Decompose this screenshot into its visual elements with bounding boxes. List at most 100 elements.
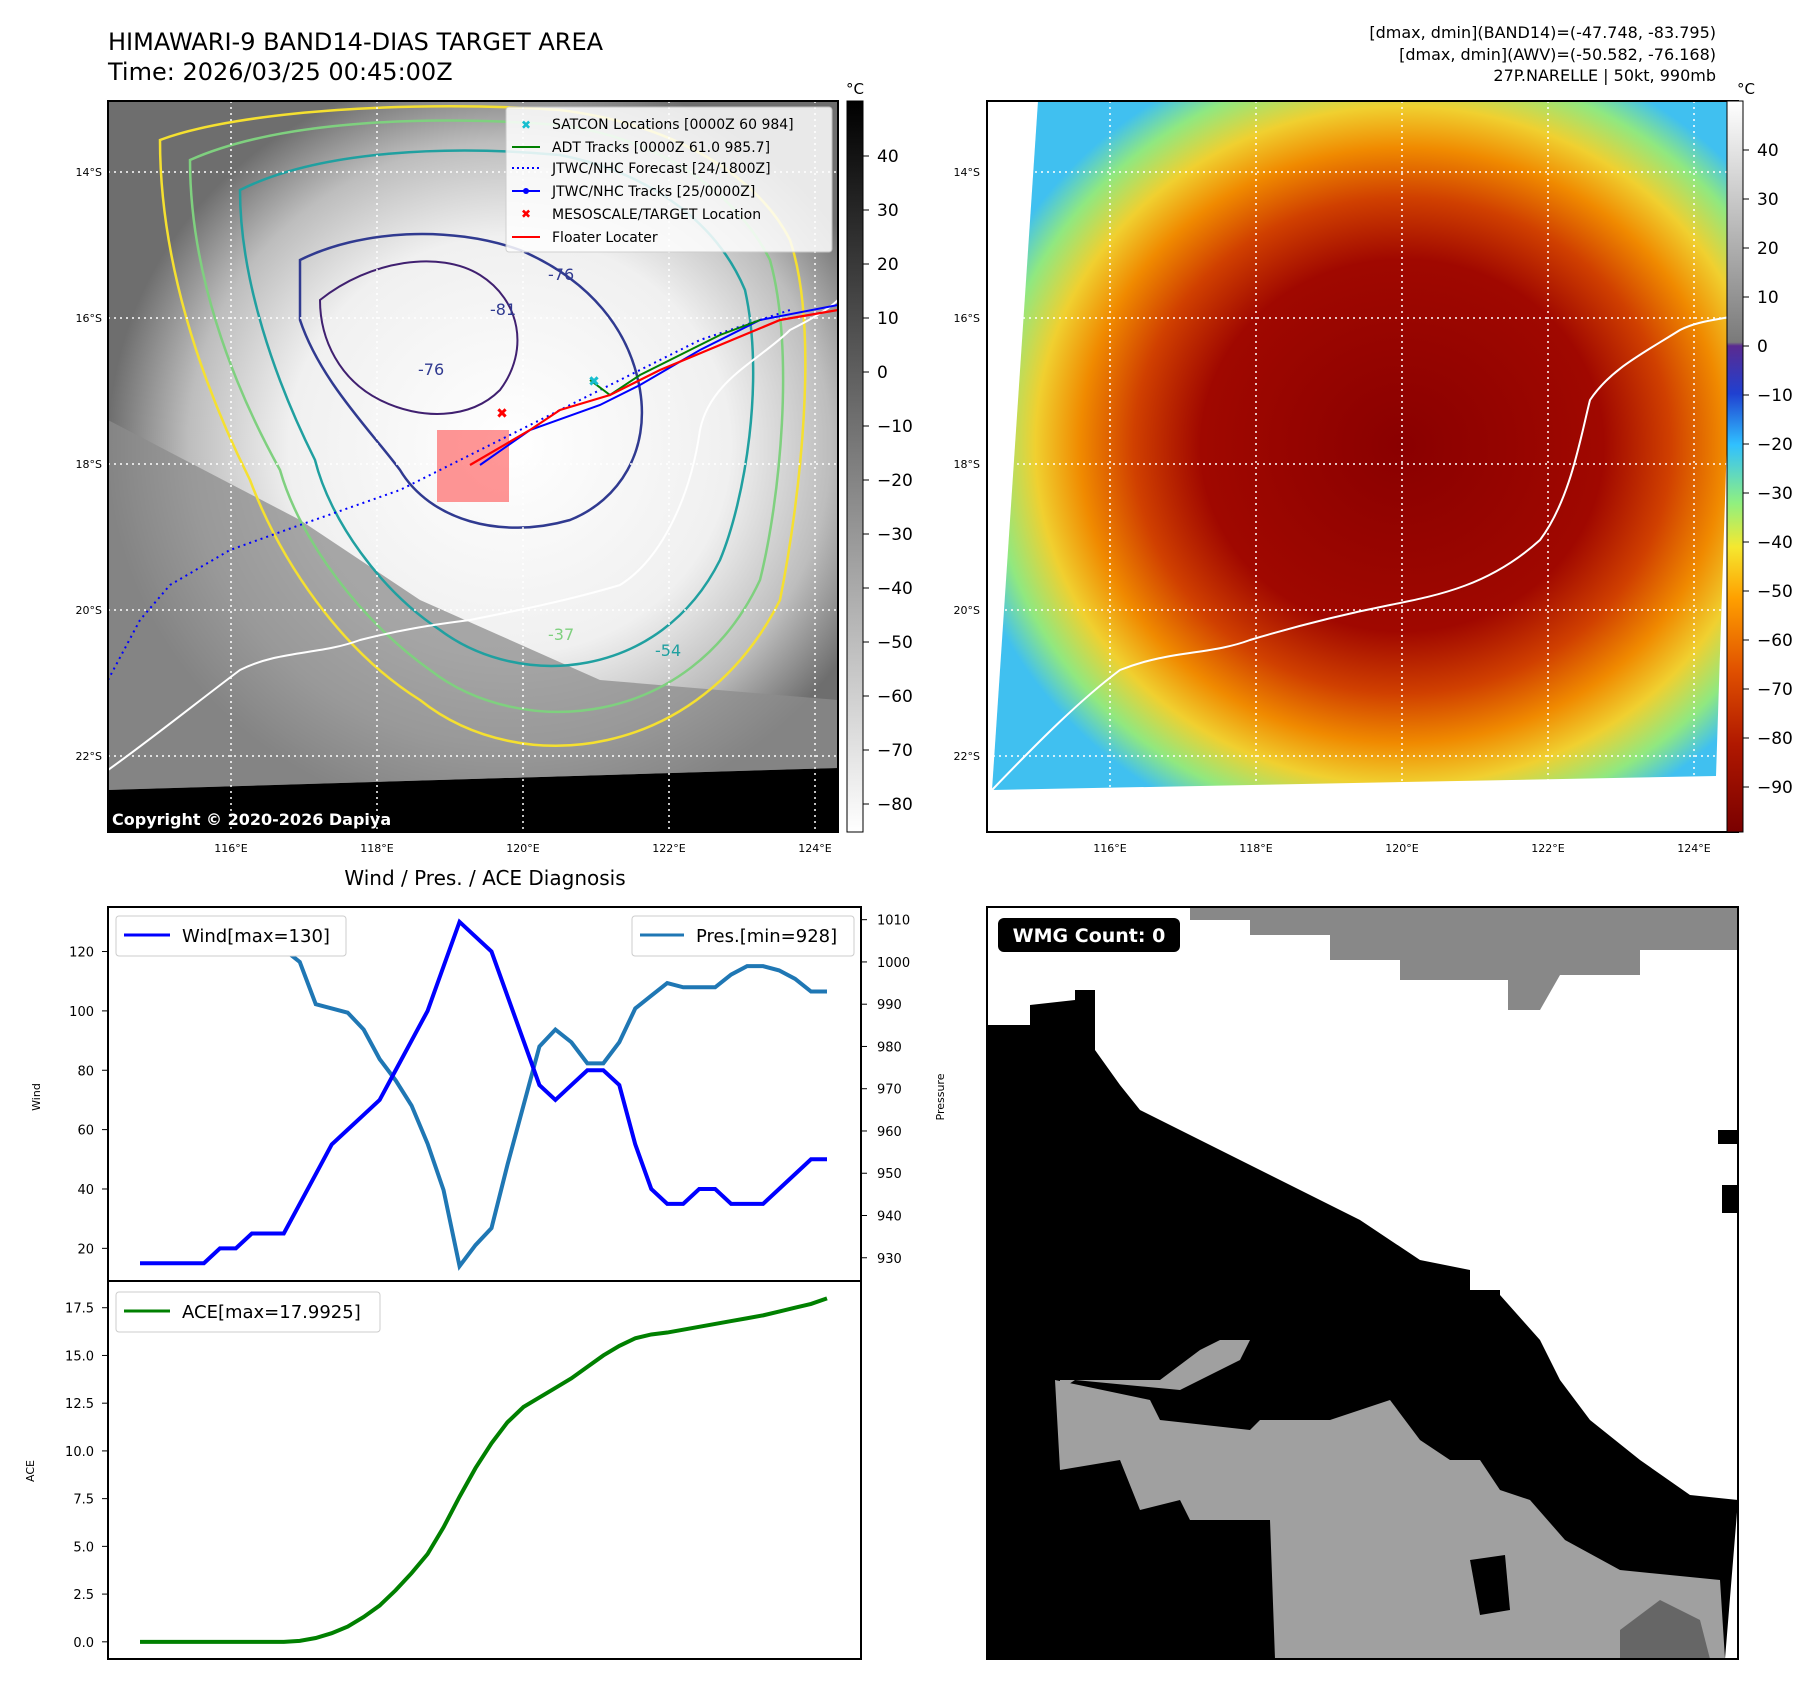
ace-frame [107,1280,862,1660]
wind-tick-label: 60 [77,1124,94,1139]
colorbar-tick-label: 20 [1757,239,1779,259]
left-map-frame [107,100,839,833]
wind-legend-label: Wind[max=130] [182,926,330,947]
colorbar-tick-label: −50 [1757,582,1793,602]
stats-line3: 27P.NARELLE | 50kt, 990mb [1493,66,1716,85]
ace-tick-label: 0.0 [73,1636,94,1651]
ace-legend-box [115,1291,381,1333]
legend-symbol-dot [523,188,529,194]
wmg-black-patch [1470,1555,1510,1615]
left-lon-label: 116°E [214,842,247,855]
colorbar-tick-label: 30 [877,201,899,221]
colorbar-tick-label: −90 [1757,778,1793,798]
legend-symbol: ✖ [521,207,531,221]
contour-navy [298,232,644,529]
legend-symbol: ✖ [521,118,531,132]
right-lat-label: 20°S [954,604,980,617]
colorbar-tick-label: −80 [877,795,913,815]
pressure-tick-label: 1000 [877,956,910,971]
ace-axis-label: ACE [24,1460,37,1482]
pressure-legend-box [631,915,855,957]
contour-label-3: -76 [548,265,574,284]
left-colorbar-ticks: 40 30 20 10 0 −10 −20 −30 −40 −50 −60 −70 −80 [863,147,913,815]
right-lon-label: 122°E [1531,842,1564,855]
right-colorbar-unit: °C [1737,80,1755,98]
left-colorbar [846,100,864,833]
ace-tick-label: 12.5 [65,1397,94,1412]
colorbar-tick-label: −60 [877,687,913,707]
colorbar-tick-label: −50 [877,633,913,653]
mesoscale-marker: ✖ [496,406,508,422]
right-map-panel: 14°S 16°S 18°S 20°S 22°S 116°E 118°E 120… [954,80,1793,855]
pressure-tick-label: 960 [877,1125,902,1140]
pressure-tick-label: 940 [877,1209,902,1224]
ace-legend-label: ACE[max=17.9925] [182,1302,361,1323]
left-lat-label: 22°S [76,750,102,763]
colorbar-tick-label: −40 [1757,533,1793,553]
diagnosis-title: Wind / Pres. / ACE Diagnosis [344,866,625,890]
legend-label: SATCON Locations [0000Z 60 984] [552,117,794,133]
legend-label: JTWC/NHC Forecast [24/1800Z] [551,161,771,177]
legend-item: ADT Tracks [0000Z 61.0 985.7] [512,140,770,156]
contour-purple [318,260,519,415]
ace-tick-label: 7.5 [73,1493,94,1508]
left-lon-label: 120°E [506,842,539,855]
right-colorbar-ticks: 40 30 20 10 0 −10 −20 −30 −40 −50 −60 −70 −80 −90 [1743,141,1793,798]
figure-title-line2: Time: 2026/03/25 00:45:00Z [107,58,453,86]
pressure-tick-label: 990 [877,998,902,1013]
left-lon-label: 122°E [652,842,685,855]
wmg-grey-top [1190,907,1738,1010]
legend-box [505,106,833,253]
adt-track [589,319,761,397]
floater-track [469,308,838,466]
legend-label: ADT Tracks [0000Z 61.0 985.7] [552,140,770,156]
wind-tick-label: 120 [69,946,94,961]
legend-label: Floater Locater [552,230,658,246]
track-legend: ✖ SATCON Locations [0000Z 60 984] ADT Tr… [505,106,833,253]
colorbar-tick-label: 0 [877,363,888,383]
pressure-tick-label: 950 [877,1167,902,1182]
mesoscale-target-box [437,430,509,502]
right-map-imagery [992,101,1738,790]
legend-item: JTWC/NHC Tracks [25/0000Z] [512,184,755,200]
ace-tick-label: 17.5 [65,1302,94,1317]
satcon-marker: ✖ [588,374,600,390]
wmg-panel: WMG Count: 0 [986,906,1739,1660]
colorbar-tick-label: −30 [1757,484,1793,504]
colorbar-tick-label: −80 [1757,729,1793,749]
figure-title-line1: HIMAWARI-9 BAND14-DIAS TARGET AREA [108,28,604,56]
ace-tick-label: 10.0 [65,1445,94,1460]
colorbar-tick-label: −20 [877,471,913,491]
colorbar-tick-label: 40 [877,147,899,167]
right-lon-label: 118°E [1239,842,1272,855]
left-map-panel: ✖ ✖ -81 -76 -76 -37 -54 Copyright © 2020… [76,80,913,855]
pressure-legend-label: Pres.[min=928] [696,926,837,947]
right-lat-label: 22°S [954,750,980,763]
ace-tick-label: 2.5 [73,1588,94,1603]
stats-line1: [dmax, dmin](BAND14)=(-47.748, -83.795) [1369,23,1716,42]
ace-legend: ACE[max=17.9925] [115,1291,381,1333]
left-lat-label: 20°S [76,604,102,617]
ace-tick-label: 5.0 [73,1540,94,1555]
colorbar-tick-label: 20 [877,255,899,275]
wind-pressure-frame [107,906,862,1282]
legend-label: MESOSCALE/TARGET Location [552,207,761,223]
left-lon-label: 118°E [360,842,393,855]
wind-pressure-plot: 20 40 60 80 100 120 930 940 950 960 970 980 990 1000 1… [69,906,910,1282]
legend-label: JTWC/NHC Tracks [25/0000Z] [551,184,755,200]
legend-item: JTWC/NHC Forecast [24/1800Z] [512,161,771,177]
coastline [108,299,838,771]
ace-line [140,1296,828,1644]
wmg-black-edge-1 [1718,1130,1738,1144]
colorbar-tick-label: −70 [1757,680,1793,700]
pressure-tick-label: 970 [877,1083,902,1098]
pressure-axis-label: Pressure [934,1073,947,1120]
left-lat-label: 18°S [76,458,102,471]
pressure-tick-label: 980 [877,1040,902,1055]
wind-tick-label: 40 [77,1183,94,1198]
left-colorbar-unit: °C [846,80,864,98]
left-lat-label: 16°S [76,312,102,325]
contour-label-4: -37 [548,625,574,644]
wind-line [140,918,827,1266]
wind-tick-label: 20 [77,1242,94,1257]
